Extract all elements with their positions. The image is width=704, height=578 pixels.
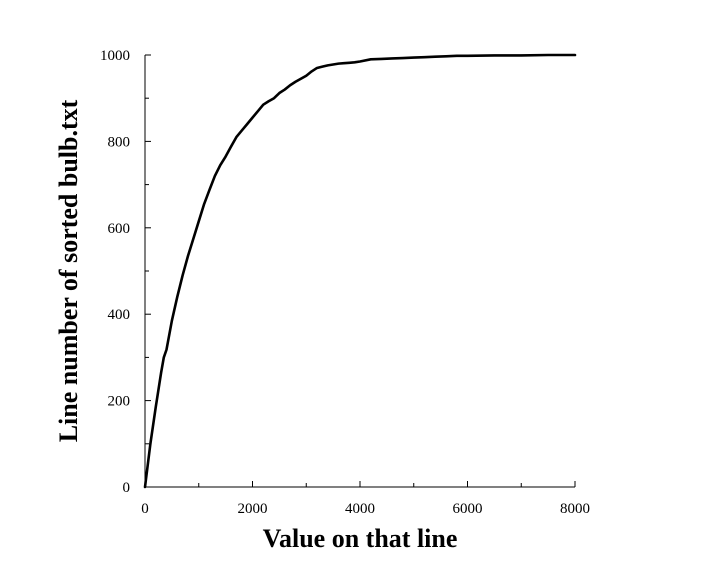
y-ticks: 0 200 400 600 800 1000	[100, 48, 151, 496]
x-tick-label: 0	[141, 501, 149, 517]
cumulative-curve	[143, 53, 577, 489]
y-axis-title: Line number of sorted bulb.txt	[54, 99, 83, 442]
plot-series	[143, 53, 577, 489]
y-tick-label: 600	[108, 221, 131, 237]
y-tick-label: 800	[108, 134, 131, 150]
x-tick-label: 4000	[345, 501, 375, 517]
x-ticks: 0 2000 4000 6000 8000	[141, 481, 590, 517]
axes: 0 2000 4000 6000 8000 0 200 400 600 800 1000	[100, 48, 590, 517]
y-tick-label: 0	[123, 480, 131, 496]
x-axis-title: Value on that line	[263, 524, 458, 553]
x-tick-label: 8000	[560, 501, 590, 517]
x-tick-label: 2000	[238, 501, 268, 517]
x-tick-label: 6000	[453, 501, 483, 517]
y-tick-label: 200	[108, 394, 131, 410]
y-tick-label: 1000	[100, 48, 130, 64]
y-tick-label: 400	[108, 307, 131, 323]
